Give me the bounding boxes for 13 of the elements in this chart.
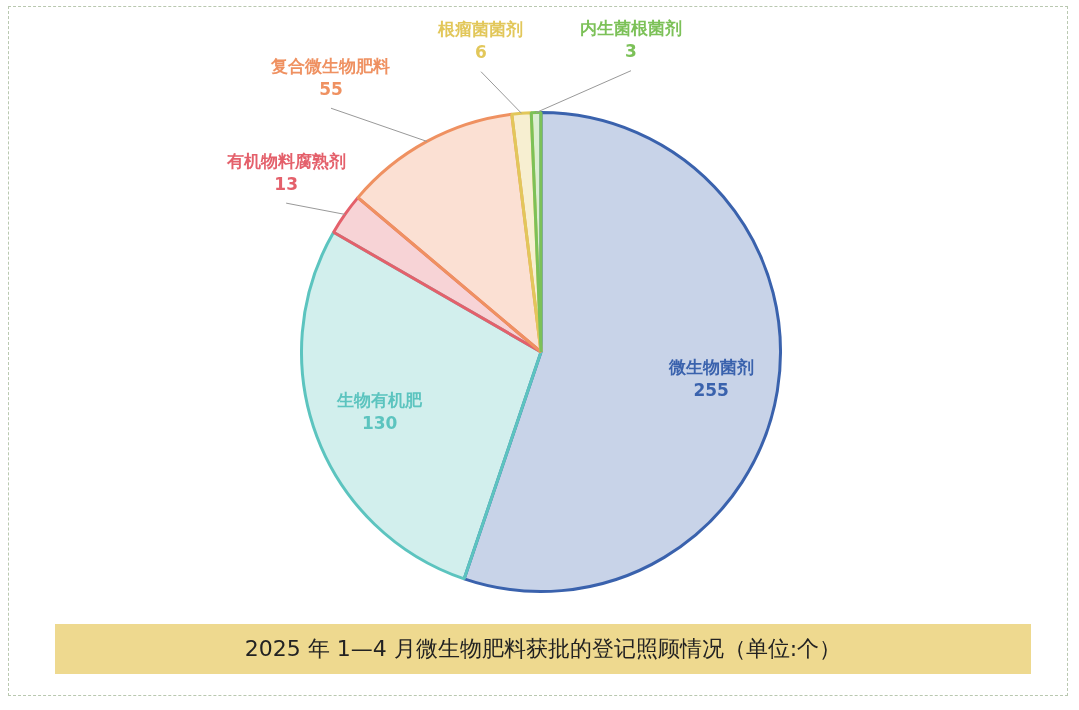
slice-label: 生物有机肥	[336, 390, 424, 411]
slice-label: 微生物菌剂	[667, 357, 754, 378]
data-label: 6	[475, 42, 487, 63]
data-label: 55	[319, 78, 343, 99]
slice-label: 内生菌根菌剂	[580, 18, 682, 39]
data-label: 255	[693, 380, 729, 401]
data-label: 3	[625, 41, 637, 62]
data-label: 130	[361, 413, 398, 434]
slice-label: 有机物料腐熟剂	[225, 150, 346, 171]
text: 2025 年 1—4 月微生物肥料获批的登记照顾情况（单位:个）	[55, 624, 1031, 674]
data-label: 13	[274, 173, 298, 194]
slice-label: 复合微生物肥料	[270, 55, 391, 76]
slice-label: 根瘤菌菌剂	[437, 19, 524, 40]
